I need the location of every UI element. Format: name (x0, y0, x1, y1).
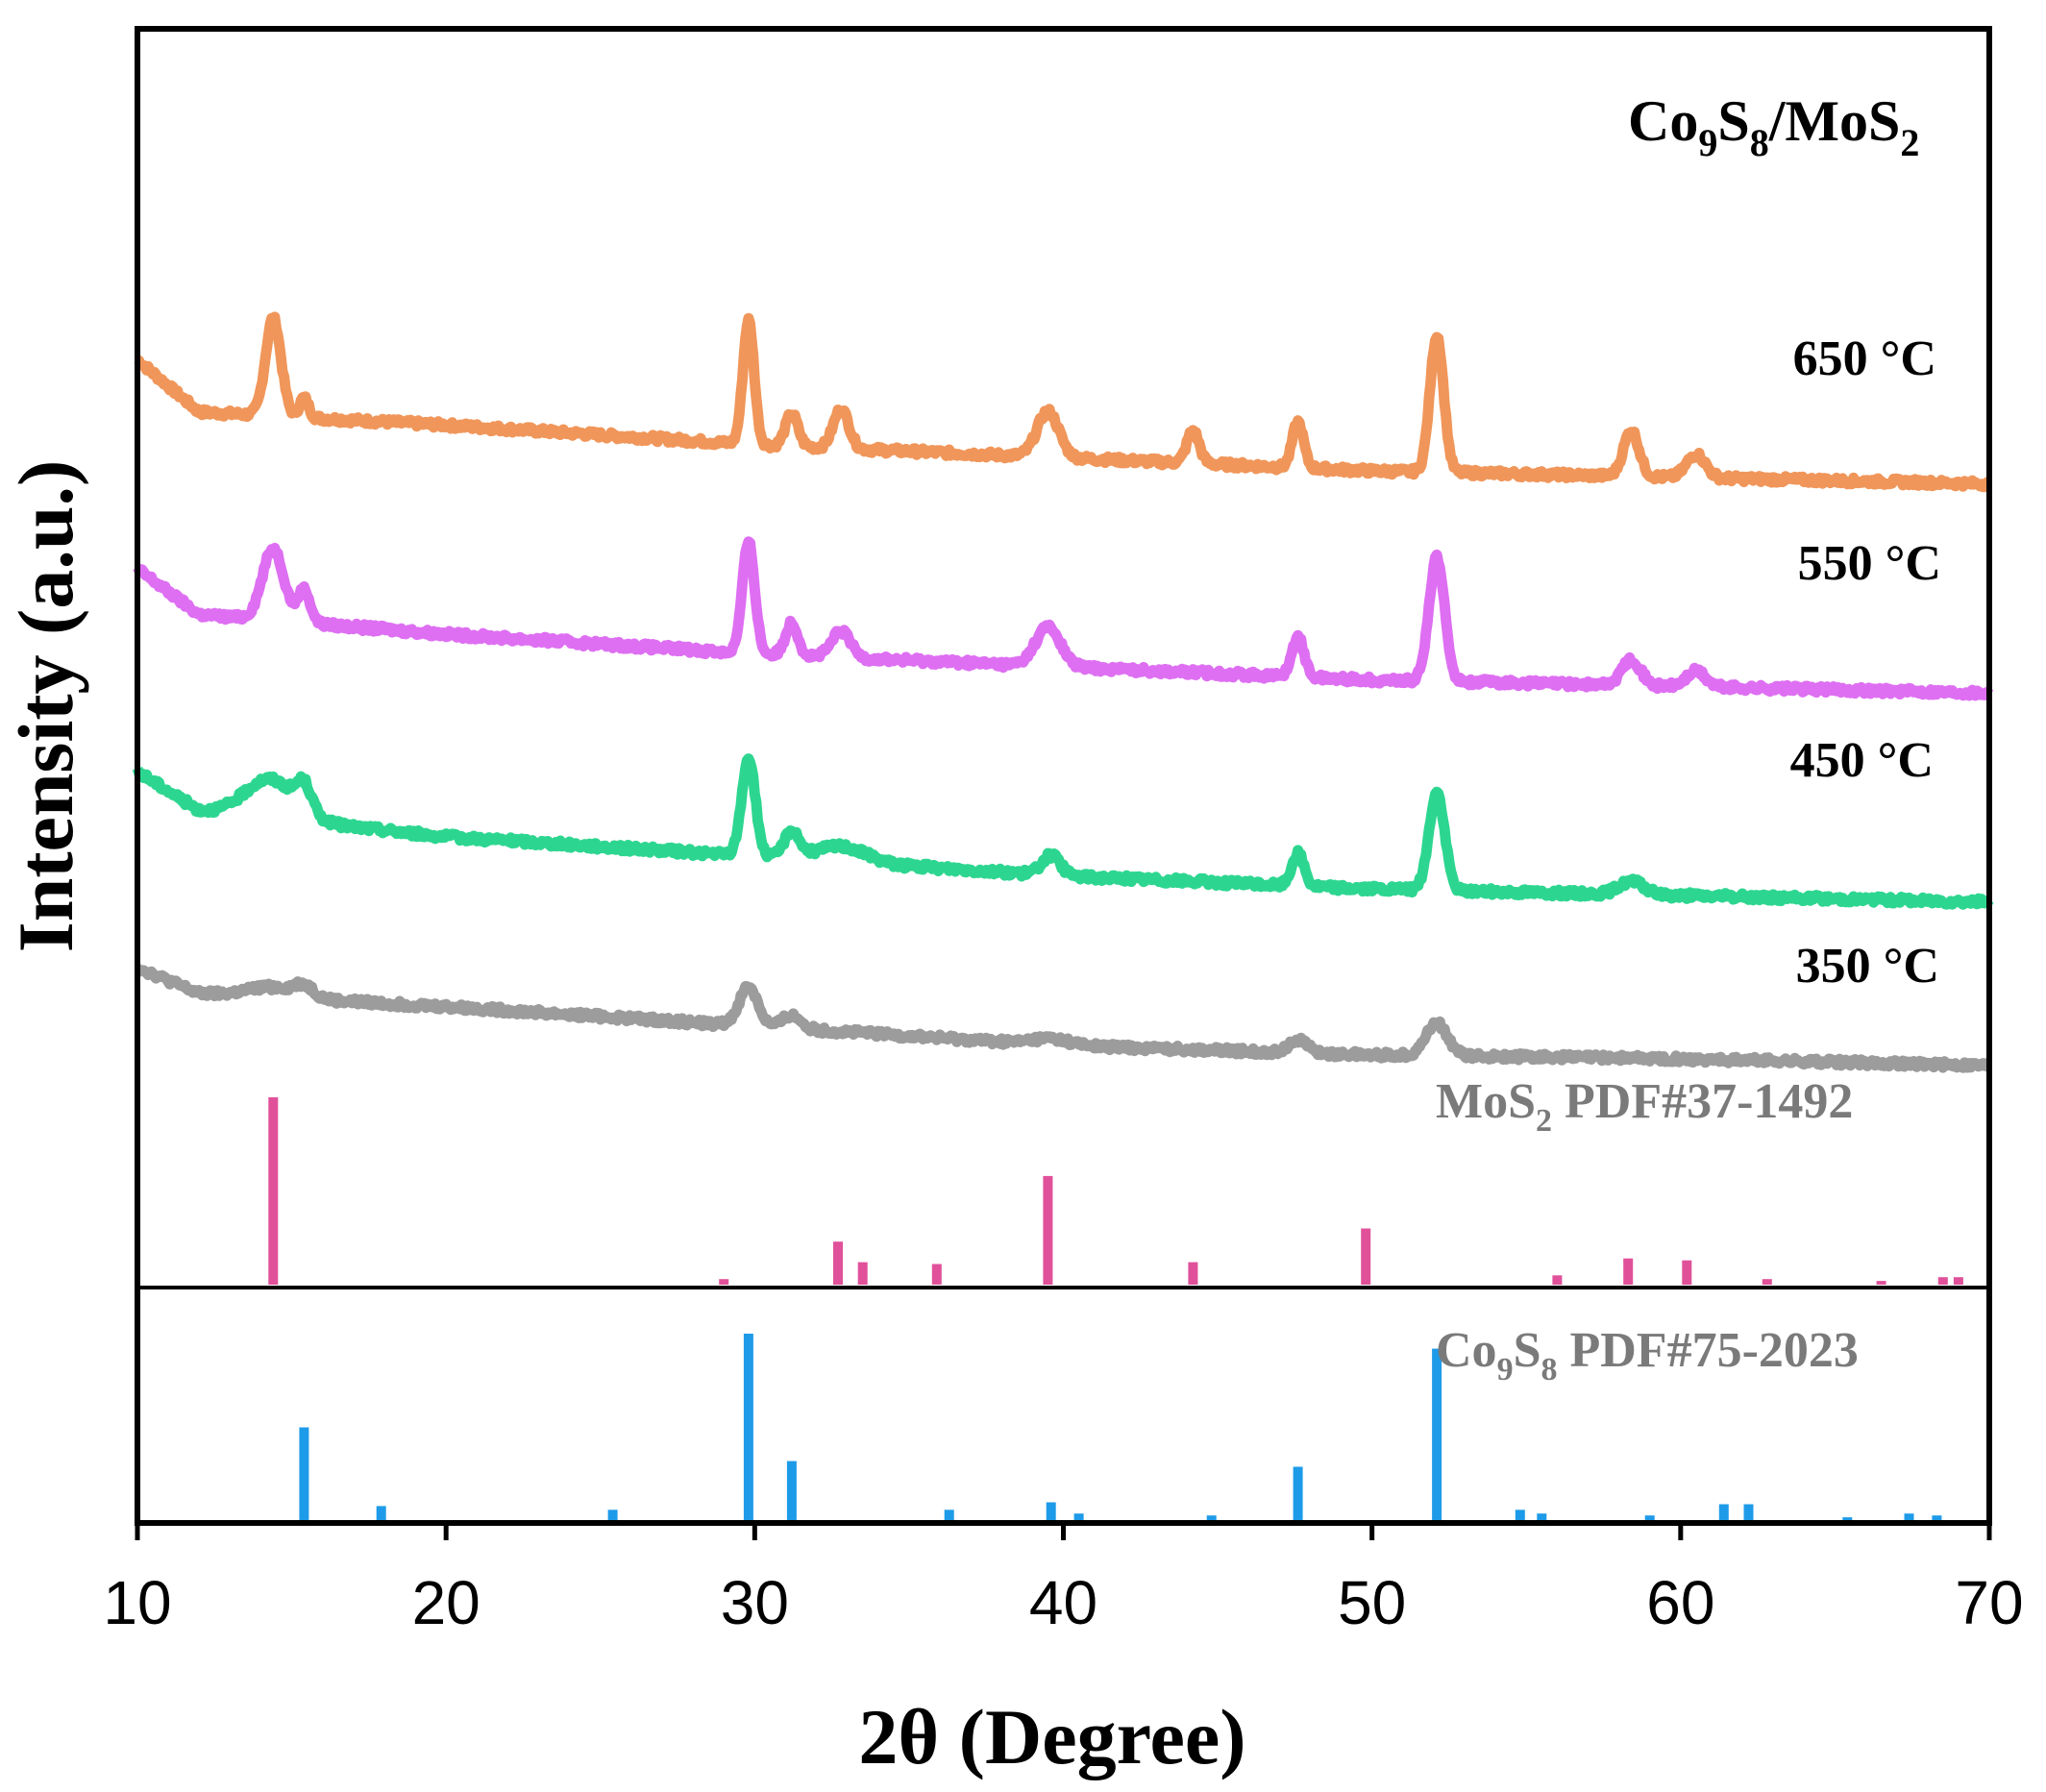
ref-stick-mos2-12 (1876, 1281, 1886, 1285)
ref-label-mos2: MoS2 PDF#37-1492 (1436, 1074, 1853, 1139)
ref-stick-mos2-1 (719, 1279, 729, 1285)
x-axis-title: 2θ (Degree) (858, 1693, 1245, 1780)
ref-stick-co9s8-18 (1932, 1515, 1942, 1521)
ref-stick-mos2-8 (1552, 1275, 1563, 1286)
x-tick-label-70: 70 (1955, 1568, 2023, 1637)
ref-label-co9s8: Co9S8 PDF#75-2023 (1436, 1323, 1859, 1387)
ref-stick-mos2-3 (857, 1262, 868, 1285)
series-line-650 (134, 311, 1993, 493)
ref-stick-co9s8-17 (1904, 1513, 1914, 1521)
chart-title: Co9S8/MoS2 (1628, 89, 1919, 164)
ref-stick-co9s8-10 (1432, 1348, 1442, 1521)
ref-stick-mos2-9 (1623, 1258, 1634, 1285)
x-tick-label-30: 30 (721, 1568, 789, 1637)
ref-stick-co9s8-7 (1073, 1513, 1084, 1521)
ref-stick-mos2-11 (1762, 1279, 1772, 1285)
x-ticks: 10 20 30 40 50 60 70 (103, 1523, 2024, 1637)
ref-stick-co9s8-1 (376, 1506, 386, 1521)
ref-stick-co9s8-13 (1644, 1515, 1655, 1521)
ref-stick-mos2-2 (833, 1241, 843, 1286)
y-axis-title: Intensity (a.u.) (2, 460, 89, 953)
ref-stick-mos2-6 (1188, 1262, 1198, 1285)
ref-stick-co9s8-15 (1743, 1504, 1754, 1522)
ref-stick-co9s8-9 (1293, 1466, 1303, 1521)
series-line-350 (134, 964, 1993, 1073)
series-label-650: 650 °C (1793, 331, 1936, 386)
series-layer (132, 311, 1994, 1073)
ref-stick-co9s8-8 (1206, 1515, 1217, 1521)
x-tick-label-40: 40 (1029, 1568, 1097, 1637)
reference-layer (268, 1097, 1963, 1522)
ref-stick-mos2-14 (1953, 1277, 1963, 1285)
ref-stick-co9s8-3 (743, 1334, 753, 1521)
ref-stick-co9s8-12 (1537, 1513, 1547, 1521)
ref-stick-co9s8-6 (1046, 1502, 1056, 1521)
series-line-550 (133, 536, 1994, 701)
series-line-450 (132, 753, 1994, 910)
ref-stick-mos2-13 (1937, 1277, 1948, 1285)
ref-stick-co9s8-5 (944, 1510, 954, 1521)
ref-stick-co9s8-2 (607, 1510, 618, 1521)
ref-stick-co9s8-16 (1842, 1517, 1853, 1521)
ref-stick-co9s8-14 (1718, 1504, 1729, 1522)
ref-stick-mos2-5 (1043, 1175, 1053, 1285)
series-label-450: 450 °C (1790, 733, 1934, 788)
plot-frame (135, 26, 1992, 1526)
ref-stick-mos2-4 (931, 1264, 942, 1285)
ref-stick-co9s8-4 (786, 1461, 797, 1521)
x-tick-label-60: 60 (1646, 1568, 1714, 1637)
x-tick-label-20: 20 (412, 1568, 481, 1637)
x-tick-label-10: 10 (103, 1568, 171, 1637)
ref-stick-mos2-10 (1682, 1260, 1692, 1286)
ref-stick-mos2-7 (1361, 1228, 1371, 1285)
x-tick-label-50: 50 (1338, 1568, 1406, 1637)
ref-stick-co9s8-0 (299, 1427, 309, 1521)
ref-stick-mos2-0 (268, 1097, 279, 1285)
ref-stick-co9s8-11 (1515, 1510, 1525, 1521)
series-label-350: 350 °C (1796, 939, 1939, 994)
series-label-550: 550 °C (1798, 536, 1941, 591)
